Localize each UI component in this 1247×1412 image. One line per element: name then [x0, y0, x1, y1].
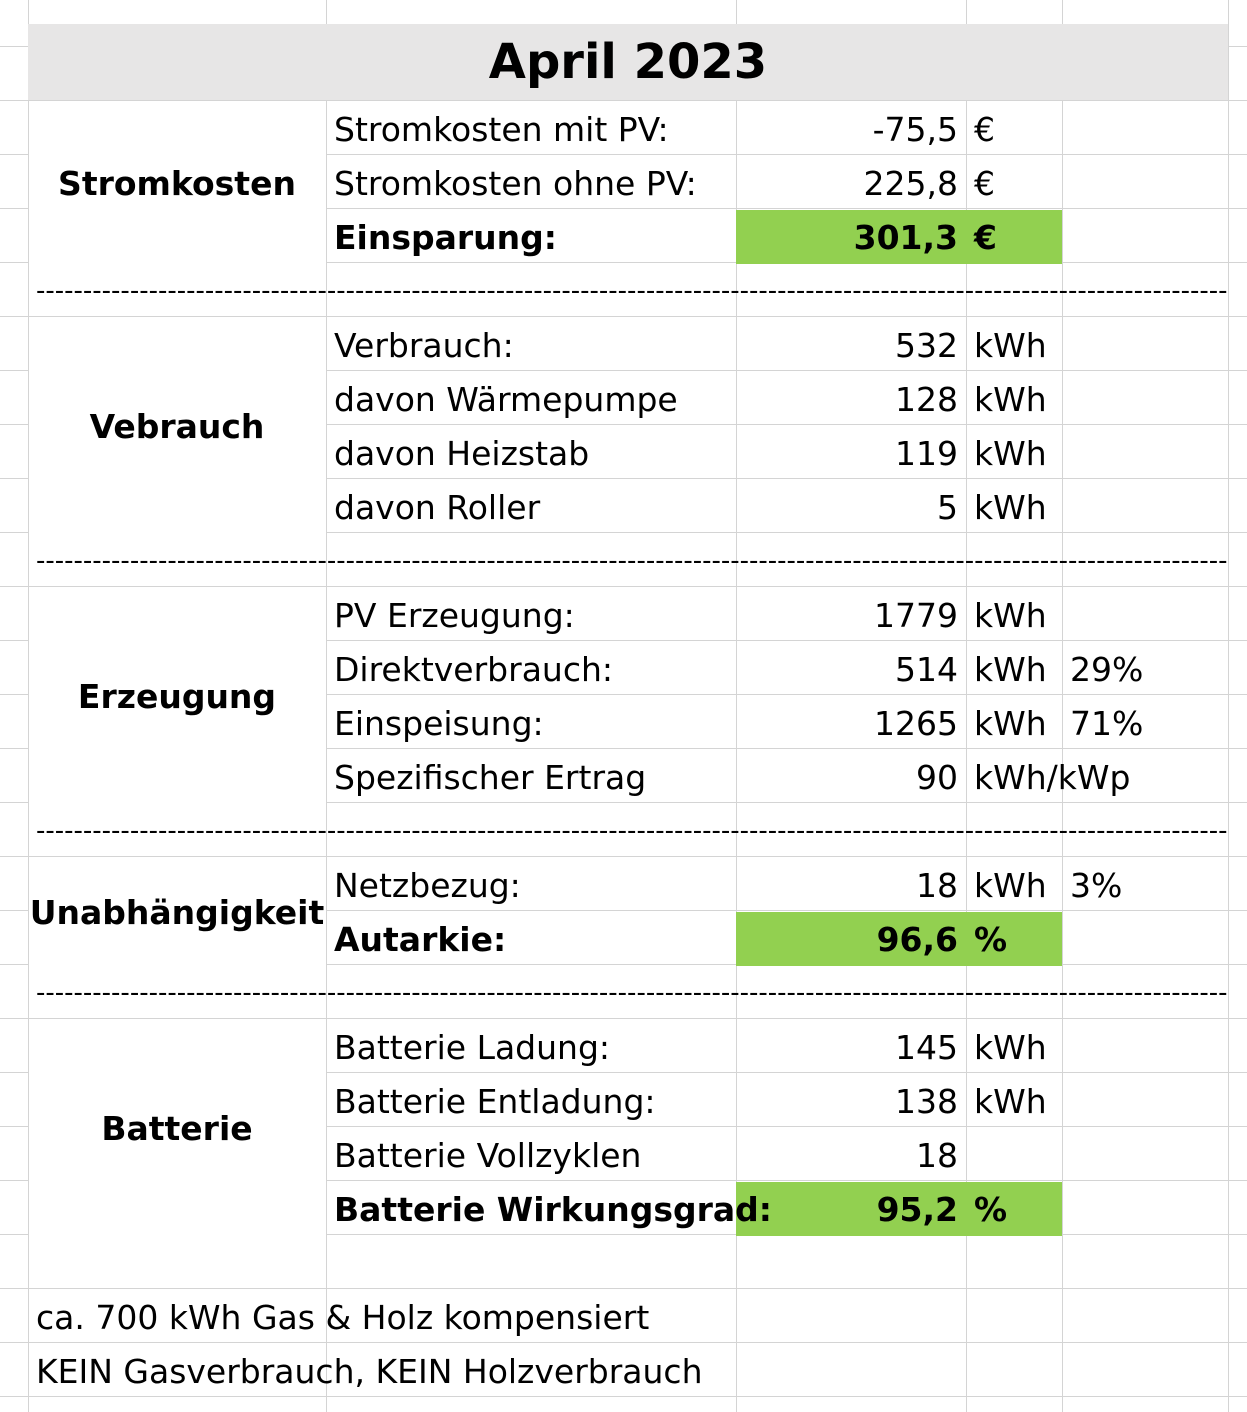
row-label: Spezifischer Ertrag — [334, 757, 647, 797]
row-value: 145 — [895, 1027, 958, 1067]
row-unit: kWh/kWp — [974, 757, 1131, 797]
row-label: davon Heizstab — [334, 433, 590, 473]
row-label: Netzbezug: — [334, 865, 521, 905]
row-unit: kWh — [974, 595, 1047, 635]
row-label: Verbrauch: — [334, 325, 514, 365]
section-block — [29, 588, 326, 803]
row-unit: kWh — [974, 649, 1047, 689]
section-label-2: Erzeugung — [77, 676, 277, 716]
row-label: Stromkosten mit PV: — [334, 109, 669, 149]
section-label-3: Unabhängigkeit — [29, 892, 325, 932]
row-label: Stromkosten ohne PV: — [334, 163, 697, 203]
section-block — [29, 102, 326, 263]
highlight-fill — [736, 210, 1062, 264]
row-unit: % — [974, 1189, 1008, 1229]
row-label: Batterie Entladung: — [334, 1081, 656, 1121]
row-value: 1265 — [874, 703, 958, 743]
row-value: -75,5 — [872, 109, 958, 149]
row-value: 514 — [895, 649, 958, 689]
highlight-fill — [736, 1182, 1062, 1236]
row-label: davon Wärmepumpe — [334, 379, 678, 419]
row-value: 1779 — [874, 595, 958, 635]
row-label: davon Roller — [334, 487, 541, 527]
row-label: Batterie Vollzyklen — [334, 1135, 642, 1175]
row-label: Einspeisung: — [334, 703, 544, 743]
section-block — [29, 1020, 326, 1235]
row-value: 128 — [895, 379, 958, 419]
row-unit: kWh — [974, 1027, 1047, 1067]
section-separator: ----------------------------------------… — [36, 978, 1228, 1008]
row-value: 532 — [895, 325, 958, 365]
row-label: PV Erzeugung: — [334, 595, 575, 635]
row-value: 301,3 — [853, 217, 958, 257]
row-value: 5 — [937, 487, 958, 527]
row-value: 18 — [916, 1135, 958, 1175]
row-unit: kWh — [974, 325, 1047, 365]
row-label: Batterie Ladung: — [334, 1027, 611, 1067]
section-label-1: Vebrauch — [89, 406, 265, 446]
row-unit: kWh — [974, 433, 1047, 473]
section-separator: ----------------------------------------… — [36, 546, 1228, 576]
row-percent: 29% — [1070, 649, 1144, 689]
row-value: 225,8 — [863, 163, 958, 203]
row-unit: kWh — [974, 379, 1047, 419]
row-value: 90 — [916, 757, 958, 797]
section-separator: ----------------------------------------… — [36, 276, 1228, 306]
row-value: 119 — [895, 433, 958, 473]
page-title: April 2023 — [488, 34, 768, 90]
title-band — [28, 24, 1228, 100]
row-unit — [966, 1128, 1062, 1182]
row-unit: kWh — [974, 487, 1047, 527]
row-unit: € — [974, 109, 995, 149]
row-value: 18 — [916, 865, 958, 905]
row-unit: € — [974, 163, 995, 203]
row-unit: % — [974, 919, 1008, 959]
row-label: Batterie Wirkungsgrad: — [334, 1189, 772, 1229]
section-separator: ----------------------------------------… — [36, 816, 1228, 846]
row-unit: € — [974, 217, 997, 257]
row-percent: 3% — [1070, 865, 1123, 905]
section-label-4: Batterie — [101, 1108, 253, 1148]
highlight-fill — [736, 912, 1062, 966]
section-block — [29, 858, 326, 965]
footer-note: KEIN Gasverbrauch, KEIN Holzverbrauch — [36, 1351, 703, 1391]
section-label-0: Stromkosten — [58, 163, 296, 203]
row-value: 95,2 — [876, 1189, 958, 1229]
row-label: Autarkie: — [334, 919, 507, 959]
row-unit: kWh — [974, 1081, 1047, 1121]
footer-note: ca. 700 kWh Gas & Holz kompensiert — [36, 1297, 650, 1337]
section-block — [29, 318, 326, 533]
row-unit: kWh — [974, 703, 1047, 743]
row-value: 96,6 — [876, 919, 958, 959]
row-label: Einsparung: — [334, 217, 557, 257]
row-label: Direktverbrauch: — [334, 649, 614, 689]
row-value: 138 — [895, 1081, 958, 1121]
row-percent: 71% — [1070, 703, 1144, 743]
row-unit: kWh — [974, 865, 1047, 905]
